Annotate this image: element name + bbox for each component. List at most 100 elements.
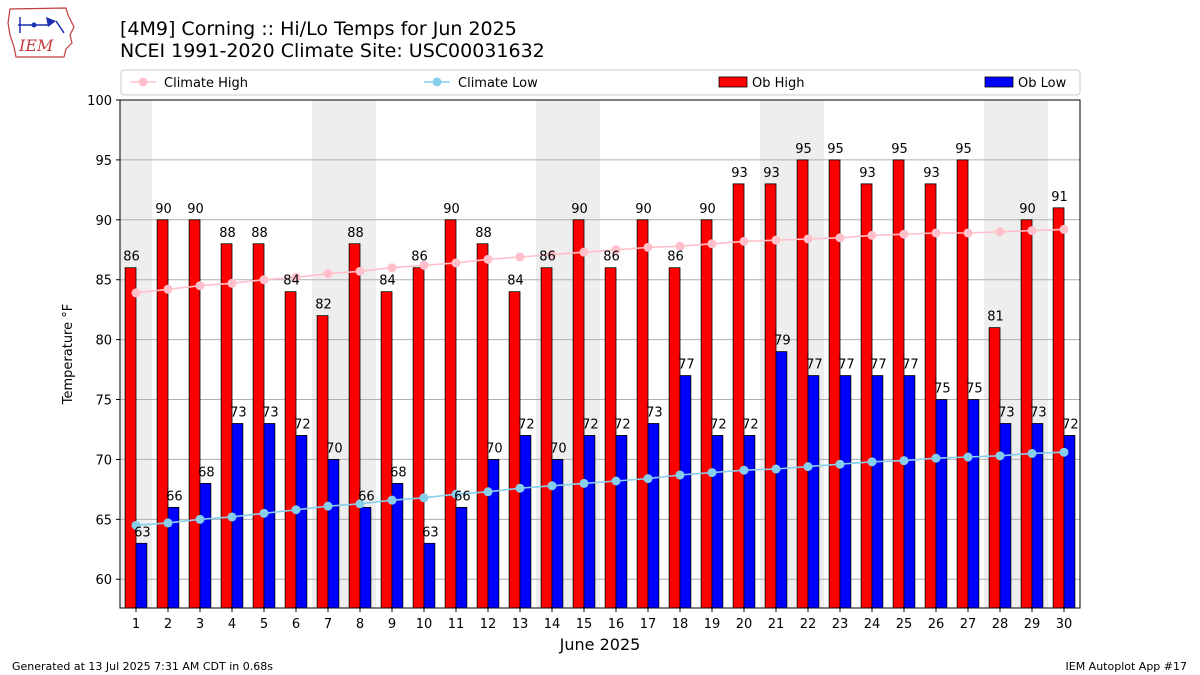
svg-text:IEM: IEM	[18, 36, 54, 55]
ob-low-label-day-19: 72	[710, 417, 727, 432]
ob-low-bar-day-22	[807, 375, 820, 609]
chart-title: [4M9] Corning :: Hi/Lo Temps for Jun 202…	[120, 18, 517, 40]
x-tick-label-29: 29	[1024, 617, 1041, 632]
climate-low-point-day-17	[643, 474, 653, 484]
ob-low-label-day-5: 73	[262, 405, 279, 420]
climate-high-point-day-8	[355, 266, 365, 276]
climate-high-point-day-6	[291, 272, 301, 282]
y-tick-label-80: 80	[95, 334, 112, 349]
x-tick-label-8: 8	[356, 617, 364, 632]
climate-low-point-day-12	[483, 487, 493, 497]
x-tick-label-26: 26	[928, 617, 945, 632]
ob-high-label-day-16: 86	[603, 250, 620, 265]
climate-high-point-day-20	[739, 236, 749, 246]
climate-high-point-day-4	[227, 278, 237, 288]
ob-high-bar-day-6	[284, 291, 297, 609]
ob-low-bar-day-13	[519, 435, 532, 609]
ob-high-label-day-26: 93	[923, 166, 940, 181]
ob-low-label-day-9: 68	[390, 465, 407, 480]
ob-high-bar-day-8	[348, 243, 361, 609]
ob-high-label-day-2: 90	[155, 202, 172, 217]
climate-low-point-day-21	[771, 464, 781, 474]
climate-high-point-day-5	[259, 275, 269, 285]
ob-high-label-day-23: 95	[827, 142, 844, 157]
x-tick-label-11: 11	[448, 617, 465, 632]
ob-low-label-day-23: 77	[838, 358, 855, 373]
x-tick-label-4: 4	[228, 617, 236, 632]
x-tick-label-5: 5	[260, 617, 268, 632]
ob-low-label-day-12: 70	[486, 441, 503, 456]
x-tick-label-9: 9	[388, 617, 396, 632]
ob-high-bar-day-11	[444, 219, 457, 609]
x-tick-label-23: 23	[832, 617, 849, 632]
x-tick-label-7: 7	[324, 617, 332, 632]
climate-lines	[131, 224, 1069, 530]
climate-low-point-day-18	[675, 470, 685, 480]
ob-high-bar-day-3	[188, 219, 201, 609]
climate-low-line	[135, 451, 1065, 527]
y-axis-title: Temperature °F	[61, 304, 76, 405]
climate-high-point-day-18	[675, 241, 685, 251]
ob-high-label-day-20: 93	[731, 166, 748, 181]
ob-low-label-day-1: 63	[134, 525, 151, 540]
climate-low-point-day-20	[739, 465, 749, 475]
ob-high-label-day-27: 95	[955, 142, 972, 157]
ob-low-label-day-10: 63	[422, 525, 439, 540]
climate-high-point-day-27	[963, 228, 973, 238]
ob-low-label-day-26: 75	[934, 382, 951, 397]
ob-high-label-day-13: 84	[507, 274, 524, 289]
ob-low-bar-day-11	[455, 506, 468, 609]
ob-high-label-day-29: 90	[1019, 202, 1036, 217]
climate-high-point-day-11	[451, 258, 461, 268]
ob-low-bar-day-26	[935, 399, 948, 609]
ob-low-label-day-21: 79	[774, 334, 791, 349]
ob-low-bar-day-24	[871, 375, 884, 609]
ob-high-label-day-11: 90	[443, 202, 460, 217]
ob-low-label-day-25: 77	[902, 358, 919, 373]
ob-low-bar-day-28	[999, 423, 1012, 609]
legend-ob-low-label: Ob Low	[1018, 76, 1067, 91]
climate-high-point-day-29	[1027, 226, 1037, 236]
x-tick-label-19: 19	[704, 617, 721, 632]
climate-high-point-day-17	[643, 242, 653, 252]
ob-high-label-day-12: 88	[475, 226, 492, 241]
ob-high-label-day-15: 90	[571, 202, 588, 217]
ob-high-bar-day-21	[764, 183, 777, 609]
ob-low-label-day-11: 66	[454, 489, 471, 504]
ob-low-bar-day-6	[295, 435, 308, 609]
climate-low-point-day-1	[131, 520, 141, 530]
ob-low-label-day-4: 73	[230, 405, 247, 420]
climate-low-point-day-2	[163, 518, 173, 528]
climate-low-point-day-10	[419, 493, 429, 503]
ob-high-bar-day-25	[892, 159, 905, 609]
legend: Climate High Climate Low Ob High Ob Low	[120, 69, 1081, 96]
ob-low-bar-day-1	[135, 542, 148, 609]
ob-high-label-day-30: 91	[1051, 190, 1068, 205]
climate-low-point-day-7	[323, 501, 333, 511]
climate-high-point-day-19	[707, 239, 717, 249]
legend-box	[120, 69, 1081, 96]
climate-high-point-day-22	[803, 234, 813, 244]
x-tick-label-16: 16	[608, 617, 625, 632]
ob-high-label-day-1: 86	[123, 250, 140, 265]
climate-low-point-day-15	[579, 478, 589, 488]
y-tick-label-95: 95	[95, 154, 112, 169]
chart-subtitle: NCEI 1991-2020 Climate Site: USC00031632	[120, 40, 545, 62]
ob-high-bar-day-22	[796, 159, 809, 609]
climate-high-point-day-15	[579, 247, 589, 257]
ob-low-label-day-6: 72	[294, 417, 311, 432]
y-tick-label-100: 100	[87, 94, 112, 109]
y-tick-label-60: 60	[95, 573, 112, 588]
climate-high-point-day-7	[323, 269, 333, 279]
ob-low-bar-day-25	[903, 375, 916, 609]
ob-high-label-day-22: 95	[795, 142, 812, 157]
climate-low-point-day-23	[835, 459, 845, 469]
ob-high-bar-day-20	[732, 183, 745, 609]
ob-high-bar-day-10	[412, 267, 425, 609]
x-tick-label-13: 13	[512, 617, 529, 632]
x-tick-label-10: 10	[416, 617, 433, 632]
ob-low-label-day-18: 77	[678, 358, 695, 373]
ob-high-bar-day-4	[220, 243, 233, 609]
